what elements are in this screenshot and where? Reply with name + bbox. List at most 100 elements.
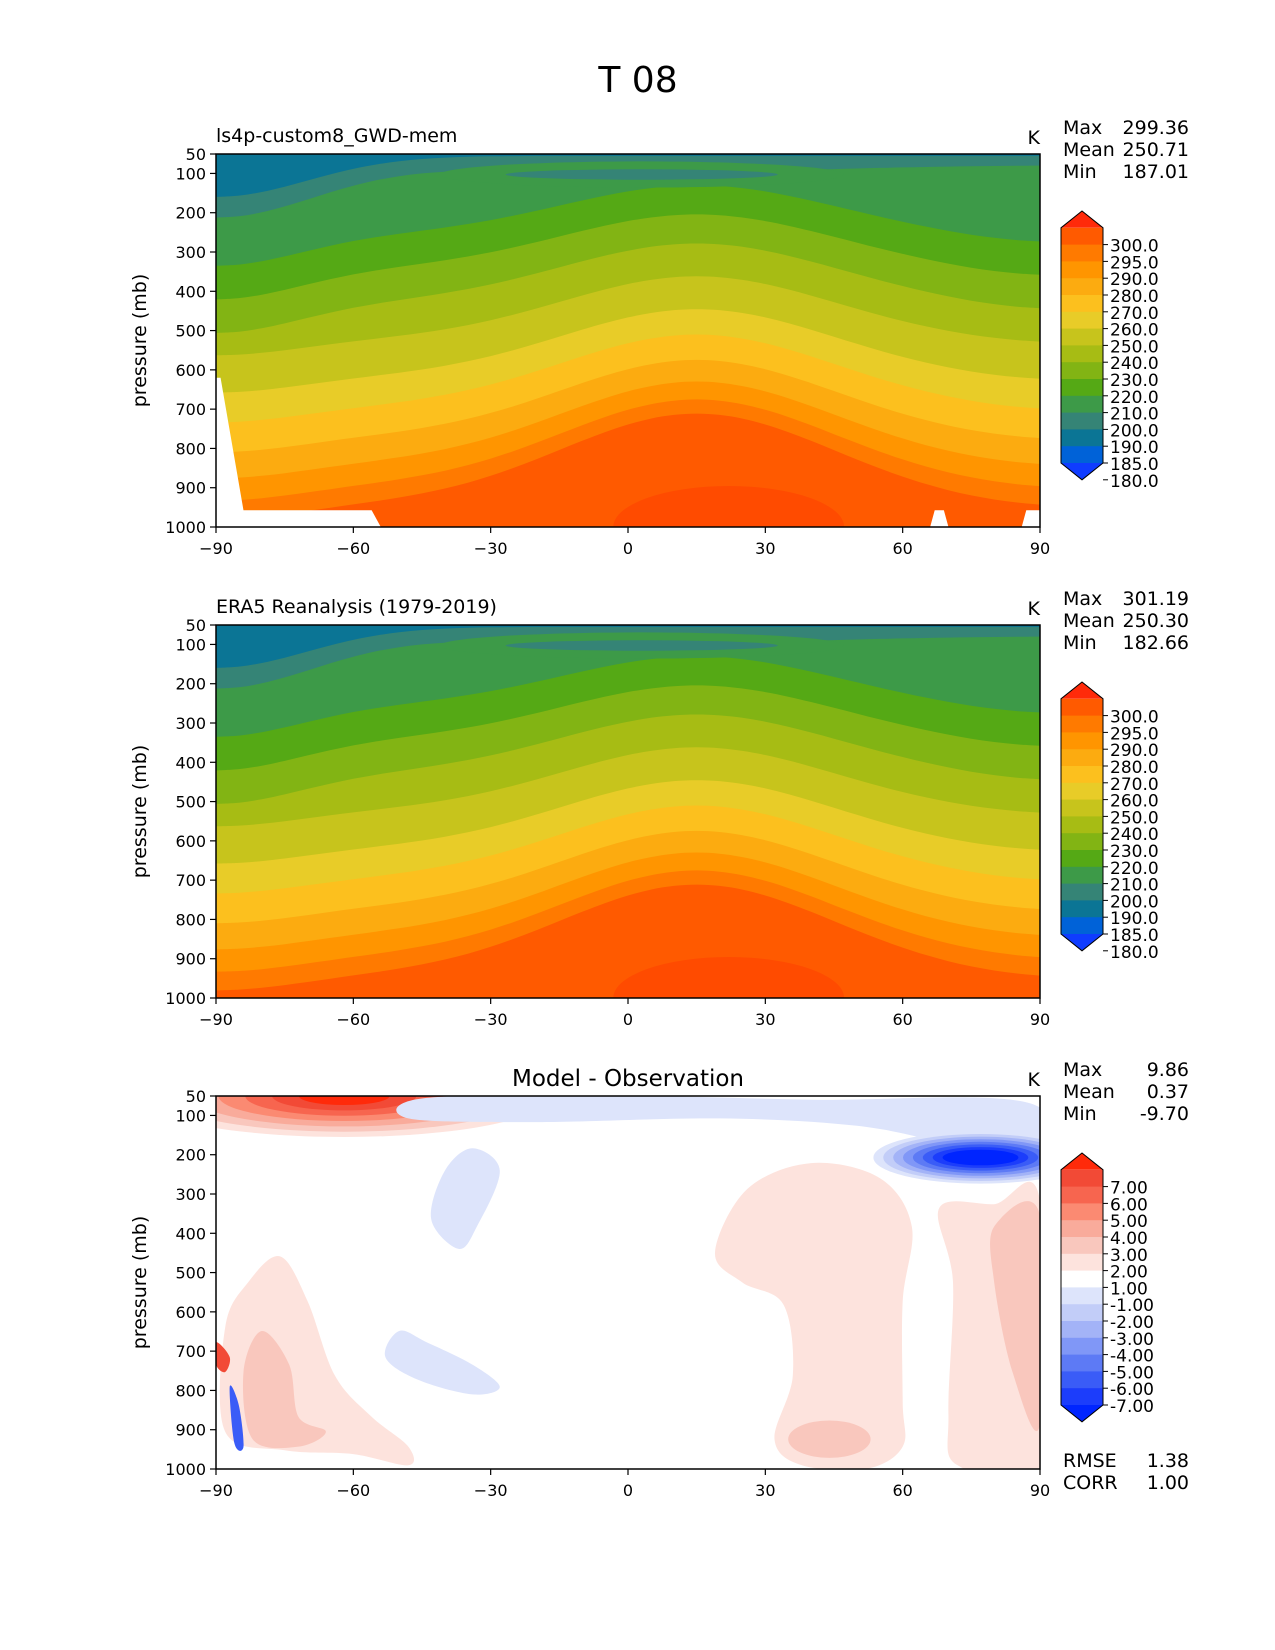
colorbar-label: -6.00 bbox=[1110, 1380, 1154, 1400]
cool-anomaly bbox=[430, 1148, 500, 1250]
colorbar-label: 230.0 bbox=[1110, 842, 1159, 862]
cool-anomaly bbox=[396, 1096, 1040, 1172]
metric-label: RMSE bbox=[1063, 1450, 1117, 1472]
colorbar-label: 185.0 bbox=[1110, 455, 1159, 475]
colorbar-segment bbox=[1061, 732, 1103, 750]
y-tick-label: 50 bbox=[186, 145, 206, 164]
metric-value: 1.00 bbox=[1147, 1472, 1189, 1494]
x-tick-label: 60 bbox=[892, 1010, 912, 1029]
colorbar-segment bbox=[1061, 1371, 1103, 1389]
colorbar-segment bbox=[1061, 883, 1103, 901]
y-tick-label: 500 bbox=[175, 1264, 206, 1283]
x-tick-label: 90 bbox=[1030, 1010, 1050, 1029]
colorbar-label: 200.0 bbox=[1110, 421, 1159, 441]
colorbar-segment bbox=[1061, 850, 1103, 868]
topography-mask bbox=[1021, 510, 1040, 527]
colorbar-label: 210.0 bbox=[1110, 876, 1159, 896]
colorbar-label: -7.00 bbox=[1110, 1397, 1154, 1417]
colorbar-segment bbox=[1061, 766, 1103, 784]
colorbar-segment bbox=[1061, 1354, 1103, 1372]
y-axis-label: pressure (mb) bbox=[129, 745, 151, 879]
cool-anomaly bbox=[384, 1330, 500, 1395]
stat-label: Min bbox=[1063, 632, 1097, 654]
colorbar-label: 180.0 bbox=[1110, 472, 1159, 492]
colorbar-extend-max bbox=[1061, 682, 1103, 699]
colorbar-segment bbox=[1061, 816, 1103, 834]
colorbar-segment bbox=[1061, 782, 1103, 801]
y-tick-label: 400 bbox=[175, 1224, 206, 1243]
colorbar-label: 300.0 bbox=[1110, 708, 1159, 728]
colorbar-segment bbox=[1061, 261, 1103, 279]
x-tick-label: 60 bbox=[892, 539, 912, 558]
warm-anomaly bbox=[990, 1201, 1040, 1432]
units-label: K bbox=[1028, 127, 1041, 149]
x-tick-label: −30 bbox=[474, 539, 508, 558]
y-tick-label: 1000 bbox=[165, 989, 206, 1008]
y-tick-label: 800 bbox=[175, 439, 206, 458]
x-tick-label: 90 bbox=[1030, 539, 1050, 558]
y-tick-label: 100 bbox=[175, 164, 206, 183]
colorbar-segment bbox=[1061, 328, 1103, 346]
colorbar-label: 2.00 bbox=[1110, 1263, 1148, 1283]
y-tick-label: 1000 bbox=[165, 1460, 206, 1479]
y-tick-label: 600 bbox=[175, 832, 206, 851]
x-tick-label: −90 bbox=[199, 539, 233, 558]
warm-anomaly bbox=[242, 1330, 326, 1449]
colorbar-extend-max bbox=[1061, 1153, 1103, 1170]
x-tick-label: 0 bbox=[623, 539, 633, 558]
panel-title: ERA5 Reanalysis (1979-2019) bbox=[216, 596, 497, 618]
colorbar-segment bbox=[1061, 1186, 1103, 1204]
y-tick-label: 800 bbox=[175, 1381, 206, 1400]
colorbar-label: 210.0 bbox=[1110, 405, 1159, 425]
stat-value: 182.66 bbox=[1123, 632, 1189, 654]
colorbar-segment bbox=[1061, 345, 1103, 363]
y-tick-label: 50 bbox=[186, 616, 206, 635]
colorbar-segment bbox=[1061, 1321, 1103, 1339]
colorbar-segment bbox=[1061, 1237, 1103, 1255]
colorbar-extend-min bbox=[1061, 463, 1103, 480]
x-tick-label: −90 bbox=[199, 1481, 233, 1500]
cool-anomaly bbox=[229, 1385, 244, 1451]
stat-label: Max bbox=[1063, 588, 1102, 610]
colorbar-label: 190.0 bbox=[1110, 438, 1159, 458]
y-tick-label: 100 bbox=[175, 635, 206, 654]
panel-title: Model - Observation bbox=[512, 1066, 744, 1092]
tropopause-core bbox=[505, 640, 778, 651]
colorbar-segment bbox=[1061, 1169, 1103, 1188]
y-tick-label: 600 bbox=[175, 1303, 206, 1322]
y-tick-label: 300 bbox=[175, 714, 206, 733]
y-tick-label: 900 bbox=[175, 1421, 206, 1440]
colorbar-label: 270.0 bbox=[1110, 304, 1159, 324]
colorbar-label: 180.0 bbox=[1110, 943, 1159, 963]
colorbar-label: 240.0 bbox=[1110, 354, 1159, 374]
y-tick-label: 200 bbox=[175, 1146, 206, 1165]
colorbar-label: 185.0 bbox=[1110, 926, 1159, 946]
y-tick-label: 200 bbox=[175, 675, 206, 694]
colorbar-label: 290.0 bbox=[1110, 270, 1159, 290]
y-axis-label: pressure (mb) bbox=[129, 274, 151, 408]
x-tick-label: −60 bbox=[336, 1010, 370, 1029]
y-tick-label: 500 bbox=[175, 793, 206, 812]
colorbar-label: 280.0 bbox=[1110, 758, 1159, 778]
surface-warm-core bbox=[613, 486, 845, 527]
colorbar-segment bbox=[1061, 715, 1103, 733]
y-tick-label: 800 bbox=[175, 910, 206, 929]
topography-mask bbox=[216, 377, 381, 527]
colorbar-segment bbox=[1061, 900, 1103, 918]
colorbar-segment bbox=[1061, 379, 1103, 397]
y-axis-label: pressure (mb) bbox=[129, 1216, 151, 1350]
colorbar-segment bbox=[1061, 429, 1103, 447]
colorbar-label: 3.00 bbox=[1110, 1246, 1148, 1266]
y-tick-label: 700 bbox=[175, 1342, 206, 1361]
warm-anomaly bbox=[298, 1096, 390, 1105]
panel-title: ls4p-custom8_GWD-mem bbox=[216, 125, 457, 147]
colorbar-label: 270.0 bbox=[1110, 775, 1159, 795]
colorbar-label: -3.00 bbox=[1110, 1330, 1154, 1350]
colorbar-segment bbox=[1061, 311, 1103, 330]
colorbar-label: 200.0 bbox=[1110, 892, 1159, 912]
contour-field bbox=[216, 1096, 1040, 1469]
colorbar-segment bbox=[1061, 278, 1103, 296]
colorbar-segment bbox=[1061, 244, 1103, 262]
y-tick-label: 200 bbox=[175, 204, 206, 223]
